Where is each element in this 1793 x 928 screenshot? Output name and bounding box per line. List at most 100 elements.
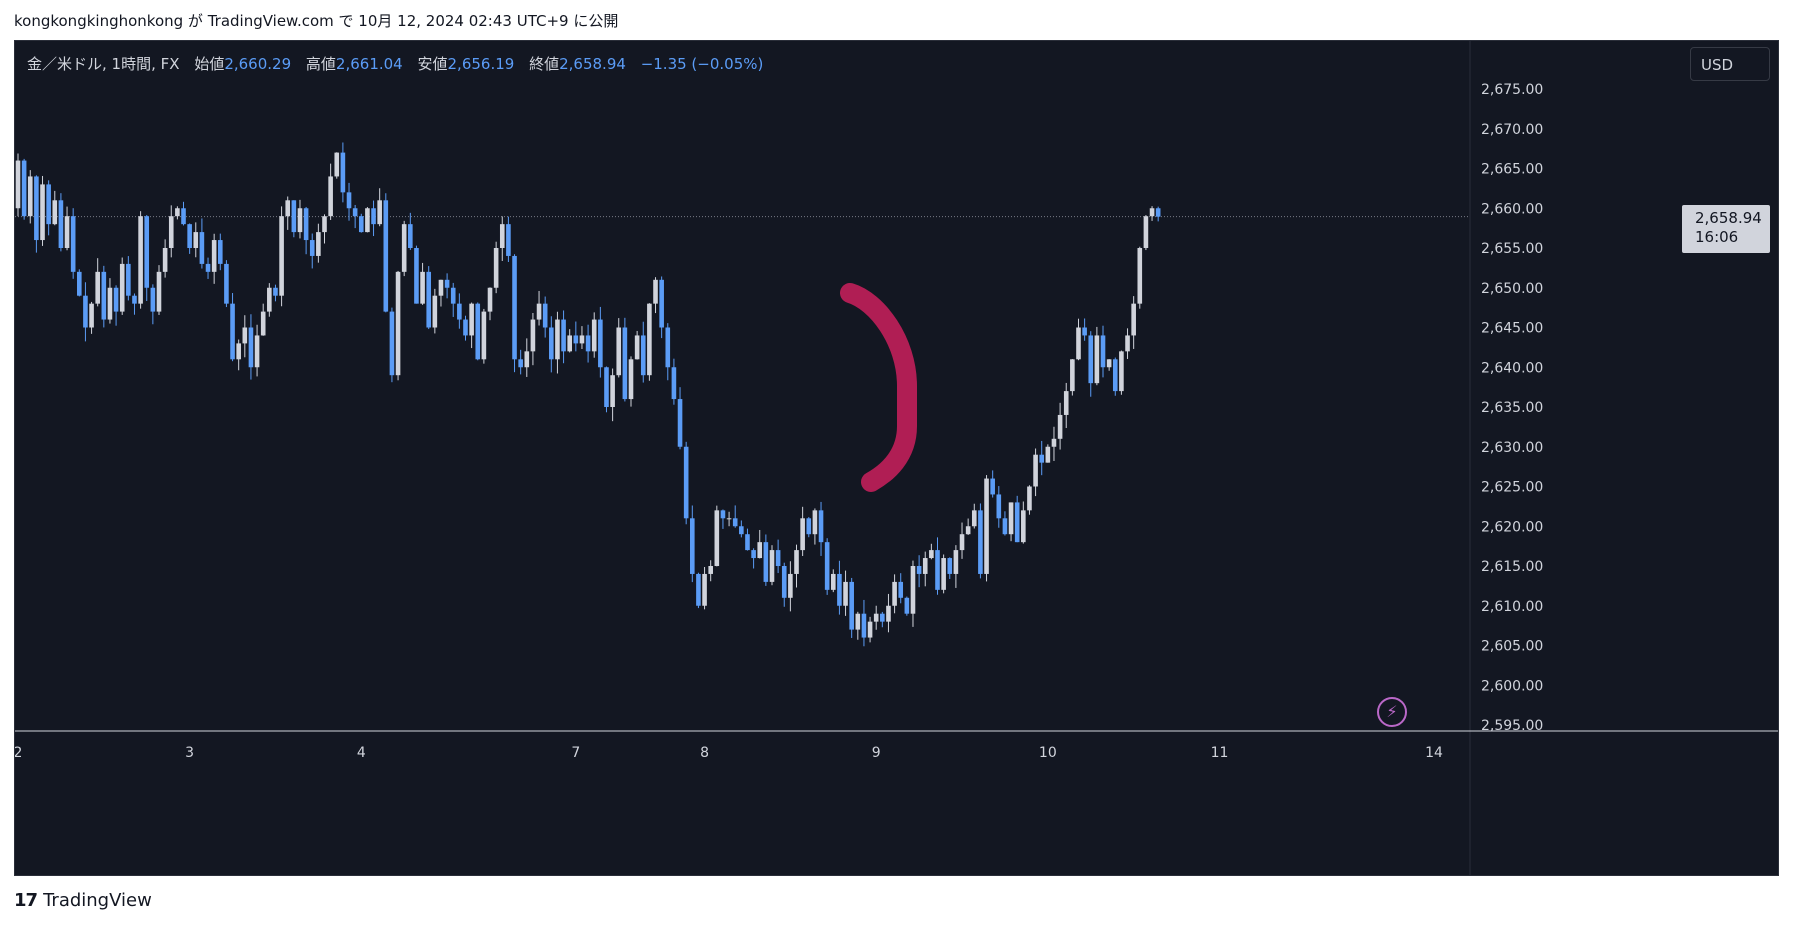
close-value: 2,658.94	[559, 55, 626, 73]
candle-body	[898, 581, 904, 598]
candle-body	[536, 303, 542, 320]
candle-body	[34, 176, 39, 241]
price-axis-label: 2,675.00	[1481, 82, 1543, 98]
candle-body	[800, 518, 805, 551]
candle-body	[475, 303, 481, 360]
candle-body	[971, 510, 977, 527]
price-axis-label: 2,595.00	[1481, 718, 1543, 734]
candle-body	[156, 271, 162, 312]
candle-body	[27, 176, 33, 217]
candle-body	[487, 287, 493, 312]
candle-body	[1131, 303, 1136, 336]
candle-body	[260, 311, 266, 336]
candle-body	[1112, 359, 1118, 392]
tradingview-logo[interactable]: 17 TradingView	[14, 890, 152, 911]
candle-body	[1033, 454, 1038, 487]
candle-body	[837, 573, 842, 606]
candle-body	[316, 232, 321, 256]
open-value: 2,660.29	[224, 55, 292, 73]
candle-body	[83, 295, 88, 328]
candle-body	[604, 367, 609, 407]
price-chart[interactable]: 2,595.00 2,600.00 2,605.00 2,610.00 2,615.00…	[15, 41, 1779, 876]
chart-panel[interactable]: 2,595.00 2,600.00 2,605.00 2,610.00 2,615.00…	[14, 40, 1779, 876]
candle-body	[524, 351, 530, 368]
candle-body	[892, 581, 897, 606]
candle-body	[420, 271, 425, 304]
candle-body	[843, 581, 848, 606]
candle-body	[1149, 208, 1155, 217]
symbol-info[interactable]: 金／米ドル, 1時間, FX	[27, 55, 180, 73]
candle-body	[499, 224, 505, 248]
candle-body	[193, 232, 199, 248]
candle-body	[328, 176, 333, 217]
candle-body	[144, 216, 150, 288]
candle-body	[634, 335, 640, 360]
candle-body	[990, 478, 995, 495]
candle-body	[1070, 359, 1075, 392]
change-value: −1.35 (−0.05%)	[640, 55, 764, 73]
candle-body	[217, 240, 223, 264]
price-axis-label: 2,650.00	[1481, 281, 1543, 297]
price-axis-label: 2,655.00	[1481, 241, 1543, 257]
candle-body	[959, 534, 965, 551]
candle-body	[126, 263, 131, 296]
current-price-value: 2,658.94	[1695, 208, 1762, 227]
candle-body	[769, 550, 775, 582]
candle-body	[432, 295, 438, 328]
time-axis-label: 2	[15, 745, 22, 761]
candle-body	[408, 224, 413, 248]
time-axis-label: 4	[357, 745, 366, 761]
candle-body	[187, 224, 192, 248]
time-axis-label: 3	[185, 745, 194, 761]
author-name[interactable]: kongkongkinghonkong	[14, 12, 184, 30]
candle-body	[101, 271, 107, 320]
price-axis-label: 2,600.00	[1481, 678, 1543, 694]
candle-body	[322, 216, 327, 233]
attribution-middle: が TradingView.com で	[183, 12, 359, 30]
candle-body	[248, 327, 254, 368]
candle-body	[365, 208, 370, 233]
candle-body	[916, 566, 922, 574]
time-axis-label: 9	[872, 745, 881, 761]
candle-body	[371, 208, 376, 225]
candle-body	[230, 303, 235, 360]
candle-body	[1155, 208, 1161, 217]
candle-body	[199, 232, 205, 264]
candle-body	[1094, 335, 1100, 384]
candle-body	[1088, 335, 1094, 384]
candle-body	[46, 184, 51, 225]
candle-body	[806, 518, 812, 535]
candle-body	[254, 335, 260, 368]
candle-body	[1002, 518, 1008, 535]
low-value: 2,656.19	[447, 55, 515, 73]
currency-button[interactable]: USD	[1690, 47, 1770, 81]
logo-text: TradingView	[43, 890, 152, 911]
candle-body	[481, 311, 487, 360]
price-axis-label: 2,635.00	[1481, 400, 1543, 416]
time-axis-label: 8	[700, 745, 709, 761]
candle-body	[708, 566, 713, 574]
candle-body	[751, 550, 756, 559]
candle-body	[812, 510, 818, 535]
lightning-icon[interactable]: ⚡	[1377, 697, 1407, 727]
attribution-suffix: に公開	[568, 12, 619, 30]
candle-body	[573, 335, 579, 344]
candle-body	[616, 327, 622, 376]
candle-body	[1063, 391, 1069, 415]
candle-body	[984, 478, 989, 574]
candle-body	[1143, 216, 1149, 248]
candle-body	[555, 319, 560, 360]
candle-body	[40, 184, 45, 241]
candle-body	[830, 573, 836, 590]
candle-body	[352, 208, 358, 217]
candle-body	[512, 255, 517, 360]
candle-body	[340, 152, 346, 193]
candle-body	[1137, 248, 1143, 304]
candle-body	[242, 327, 248, 344]
candle-body	[205, 263, 211, 272]
candle-body	[818, 510, 824, 543]
candle-body	[824, 542, 830, 590]
candle-body	[383, 200, 389, 312]
price-axis-label: 2,660.00	[1481, 201, 1543, 217]
candle-body	[309, 240, 315, 256]
